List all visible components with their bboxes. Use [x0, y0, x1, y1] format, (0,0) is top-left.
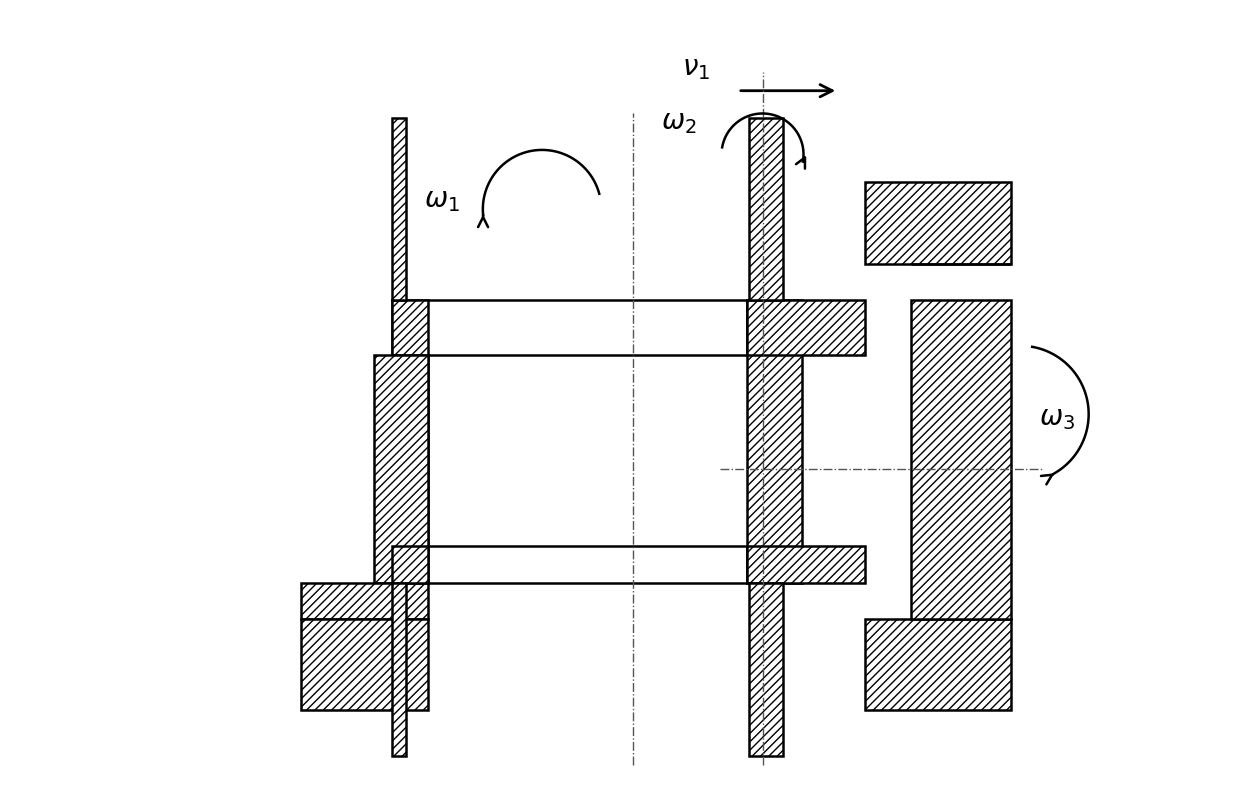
- Bar: [866, 181, 1011, 264]
- Bar: [392, 301, 429, 355]
- Bar: [301, 619, 429, 710]
- Bar: [392, 118, 406, 301]
- Text: $\omega_2$: $\omega_2$: [662, 109, 696, 136]
- Text: $\nu_1$: $\nu_1$: [683, 54, 711, 82]
- Bar: [866, 619, 1011, 710]
- Text: $\omega_3$: $\omega_3$: [1038, 405, 1074, 433]
- Bar: [747, 301, 802, 582]
- Bar: [747, 546, 866, 582]
- Bar: [911, 301, 1011, 619]
- Bar: [748, 582, 783, 756]
- Bar: [392, 582, 406, 756]
- Bar: [301, 582, 429, 619]
- Text: $\omega_1$: $\omega_1$: [424, 186, 460, 214]
- Polygon shape: [392, 301, 747, 582]
- Bar: [392, 546, 429, 582]
- Bar: [748, 118, 783, 301]
- Bar: [373, 355, 429, 582]
- Bar: [747, 301, 866, 355]
